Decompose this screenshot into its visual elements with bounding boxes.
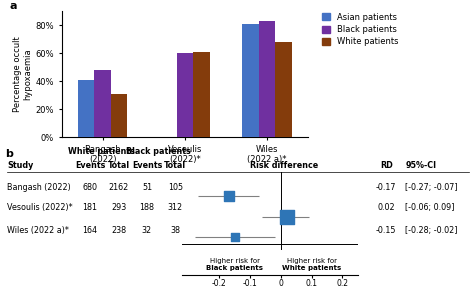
Text: Black patients: Black patients bbox=[206, 265, 263, 271]
Text: Total: Total bbox=[108, 161, 129, 170]
Text: Events: Events bbox=[75, 161, 105, 170]
Text: 2162: 2162 bbox=[109, 183, 128, 192]
Legend: Asian patients, Black patients, White patients: Asian patients, Black patients, White pa… bbox=[322, 13, 398, 46]
Text: 32: 32 bbox=[142, 226, 152, 235]
Text: b: b bbox=[5, 149, 13, 159]
Text: RD: RD bbox=[380, 161, 392, 170]
Point bbox=[283, 214, 291, 219]
Bar bbox=[111, 94, 128, 137]
Text: Total: Total bbox=[164, 161, 186, 170]
Y-axis label: Percentage occult
hypoxaemia: Percentage occult hypoxaemia bbox=[13, 37, 33, 112]
Bar bbox=[193, 52, 210, 137]
Text: Higher risk for: Higher risk for bbox=[210, 258, 260, 264]
Text: [-0.06; 0.09]: [-0.06; 0.09] bbox=[405, 203, 455, 212]
Text: 181: 181 bbox=[82, 203, 98, 212]
Text: Events: Events bbox=[132, 161, 162, 170]
Text: a: a bbox=[10, 1, 18, 11]
Text: 38: 38 bbox=[170, 226, 181, 235]
Text: Black patients: Black patients bbox=[127, 147, 191, 156]
Text: 312: 312 bbox=[168, 203, 183, 212]
Text: -0.17: -0.17 bbox=[376, 183, 397, 192]
Text: White patients: White patients bbox=[282, 265, 341, 271]
Text: Risk difference: Risk difference bbox=[250, 161, 319, 170]
Text: 238: 238 bbox=[111, 226, 126, 235]
Point bbox=[225, 194, 232, 198]
Text: Study: Study bbox=[7, 161, 34, 170]
Text: Higher risk for: Higher risk for bbox=[287, 258, 337, 264]
Text: Vesoulis (2022)*: Vesoulis (2022)* bbox=[7, 203, 73, 212]
Text: 105: 105 bbox=[168, 183, 183, 192]
Text: Wiles (2022 a)*: Wiles (2022 a)* bbox=[7, 226, 69, 235]
Text: 188: 188 bbox=[139, 203, 155, 212]
Text: White patients: White patients bbox=[68, 147, 136, 156]
Bar bbox=[78, 80, 94, 137]
Bar bbox=[259, 21, 275, 137]
Bar bbox=[177, 53, 193, 137]
Text: 164: 164 bbox=[82, 226, 98, 235]
Bar bbox=[242, 24, 259, 137]
Text: [-0.27; -0.07]: [-0.27; -0.07] bbox=[405, 183, 458, 192]
Text: 680: 680 bbox=[82, 183, 98, 192]
Text: 293: 293 bbox=[111, 203, 126, 212]
Bar bbox=[94, 70, 111, 137]
Point bbox=[231, 235, 238, 240]
Text: [-0.28; -0.02]: [-0.28; -0.02] bbox=[405, 226, 458, 235]
Bar bbox=[275, 42, 292, 137]
Text: 51: 51 bbox=[142, 183, 152, 192]
Text: 95%-CI: 95%-CI bbox=[405, 161, 437, 170]
Text: -0.15: -0.15 bbox=[376, 226, 397, 235]
Text: Bangash (2022): Bangash (2022) bbox=[7, 183, 71, 192]
Text: 0.02: 0.02 bbox=[377, 203, 395, 212]
